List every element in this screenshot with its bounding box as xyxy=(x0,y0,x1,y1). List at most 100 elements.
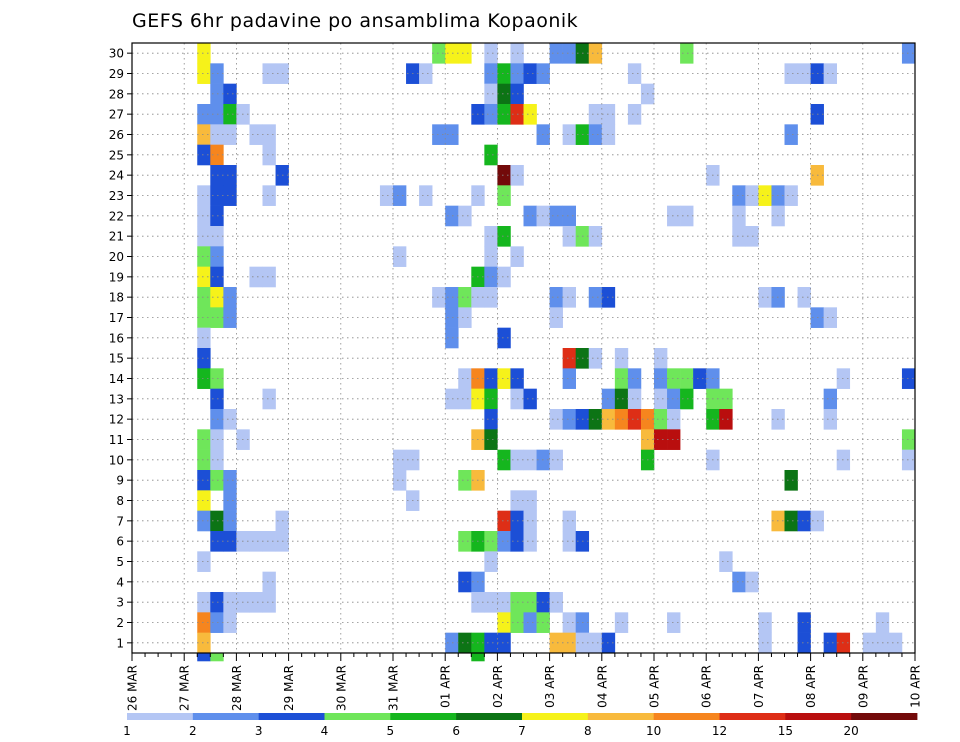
heatmap-cell xyxy=(393,449,407,471)
heatmap-cell xyxy=(562,612,576,633)
heatmap-cell xyxy=(732,226,746,247)
heatmap-cell xyxy=(758,632,772,654)
heatmap-cell xyxy=(197,429,211,450)
colorbar-segment xyxy=(258,713,325,720)
heatmap-cell xyxy=(497,104,511,125)
heatmap-cell xyxy=(445,43,459,64)
y-tick-label: 15 xyxy=(109,352,124,366)
heatmap-cell xyxy=(262,144,276,166)
y-tick-label: 20 xyxy=(109,250,124,264)
heatmap-cell xyxy=(432,124,446,145)
heatmap-cell xyxy=(497,83,511,105)
heatmap-cell xyxy=(445,124,459,145)
heatmap-cell xyxy=(197,205,211,227)
heatmap-cell xyxy=(197,43,211,64)
heatmap-cell xyxy=(627,388,642,410)
heatmap-cell xyxy=(758,287,772,308)
heatmap-cell xyxy=(223,470,237,491)
heatmap-cell xyxy=(588,104,603,125)
heatmap-cell xyxy=(445,388,459,410)
heatmap-cell xyxy=(210,388,224,410)
y-tick-label: 18 xyxy=(109,291,124,305)
heatmap-cell xyxy=(797,612,811,633)
heatmap-cell xyxy=(484,388,498,410)
colorbar-segment xyxy=(522,713,589,720)
heatmap-cell xyxy=(210,83,224,105)
heatmap-cell xyxy=(484,429,498,450)
heatmap-cell xyxy=(614,612,629,633)
heatmap-cell xyxy=(549,449,563,471)
heatmap-cell xyxy=(562,368,576,389)
heatmap-cell xyxy=(823,307,837,328)
heatmap-cell xyxy=(197,551,211,572)
heatmap-cell xyxy=(497,368,511,389)
heatmap-cell xyxy=(197,144,211,166)
y-tick-label: 14 xyxy=(109,372,124,386)
x-tick-label: 31 MAR xyxy=(387,665,401,711)
heatmap-cell xyxy=(549,632,563,654)
heatmap-cell xyxy=(562,510,576,532)
heatmap-cell xyxy=(732,571,746,593)
colorbar-label: 12 xyxy=(712,724,727,738)
y-tick-label: 24 xyxy=(109,169,124,183)
y-tick-label: 29 xyxy=(109,67,124,81)
heatmap-cell xyxy=(210,449,224,471)
y-tick-label: 12 xyxy=(109,413,124,427)
heatmap-cell xyxy=(667,205,681,227)
heatmap-cell xyxy=(562,43,576,64)
heatmap-cell xyxy=(667,612,681,633)
x-tick-label: 04 APR xyxy=(595,665,609,708)
colorbar-segment xyxy=(785,713,852,720)
heatmap-cell xyxy=(210,104,224,125)
heatmap-cell xyxy=(523,63,537,84)
heatmap-cell xyxy=(458,307,472,328)
heatmap-cell xyxy=(262,124,276,145)
heatmap-cell xyxy=(210,612,224,633)
heatmap-cell xyxy=(497,592,511,613)
heatmap-cell xyxy=(823,632,837,654)
heatmap-cell xyxy=(249,592,263,613)
y-tick-label: 17 xyxy=(109,311,124,325)
heatmap-cell xyxy=(393,246,407,267)
heatmap-cell xyxy=(419,63,433,84)
heatmap-cell xyxy=(588,287,603,308)
heatmap-cell xyxy=(458,287,472,308)
heatmap-cell xyxy=(654,388,668,410)
heatmap-cell xyxy=(210,226,224,247)
heatmap-cell xyxy=(445,327,459,349)
x-tick-label: 09 APR xyxy=(856,665,870,708)
heatmap-cell xyxy=(901,449,916,471)
heatmap-cell xyxy=(562,226,576,247)
heatmap-cell xyxy=(823,388,837,410)
heatmap-cell xyxy=(484,368,498,389)
heatmap-cell xyxy=(197,327,211,349)
heatmap-cell xyxy=(197,449,211,471)
heatmap-cell xyxy=(210,470,224,491)
x-tick-label: 03 APR xyxy=(543,665,557,708)
heatmap-cell xyxy=(588,409,603,430)
y-tick-label: 22 xyxy=(109,209,124,223)
colorbar-segment xyxy=(653,713,720,720)
heatmap-cell xyxy=(393,185,407,206)
heatmap-cell xyxy=(432,43,446,64)
heatmap-cell xyxy=(523,592,537,613)
heatmap-cell xyxy=(614,409,629,430)
heatmap-cell xyxy=(654,368,668,389)
colorbar-segment xyxy=(851,713,918,720)
heatmap-cell xyxy=(588,226,603,247)
heatmap-cell xyxy=(210,165,224,186)
heatmap-cell xyxy=(419,185,433,206)
y-tick-label: 7 xyxy=(116,514,124,528)
colorbar-label: 6 xyxy=(452,724,460,738)
heatmap-cell xyxy=(223,531,237,552)
heatmap-cell xyxy=(523,510,537,532)
heatmap-cell xyxy=(197,348,211,369)
heatmap-cell xyxy=(654,429,668,450)
heatmap-cell xyxy=(497,266,511,288)
heatmap-cell xyxy=(210,246,224,267)
heatmap-cell xyxy=(484,144,498,166)
heatmap-cell xyxy=(210,368,224,389)
heatmap-cell xyxy=(458,571,472,593)
heatmap-cell xyxy=(262,63,276,84)
